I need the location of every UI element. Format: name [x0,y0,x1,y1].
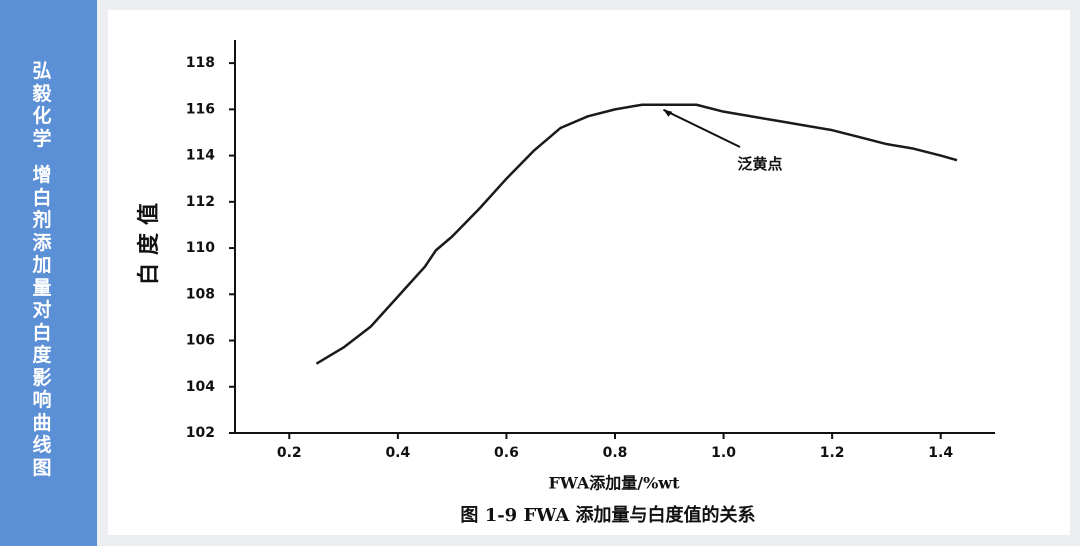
y-axis-label: 白度值 [136,195,162,285]
y-tick-label: 118 [186,55,215,71]
slide-title: 增白剂添加量对白度影响曲线图 [32,164,52,479]
chart-panel [108,10,1070,535]
y-tick-label: 110 [186,240,215,256]
x-tick-label: 1.4 [928,445,953,461]
x-tick-label: 0.4 [385,445,410,461]
y-tick-label: 114 [186,148,215,164]
y-tick-label: 112 [186,194,215,210]
x-tick-label: 0.2 [277,445,302,461]
y-tick-label: 104 [186,379,215,395]
x-tick-label: 0.8 [603,445,628,461]
y-tick-label: 116 [186,101,215,117]
arrow-head [663,109,673,117]
y-tick-label: 102 [186,425,215,441]
y-tick-label: 106 [186,333,215,349]
x-axis-label: FWA添加量/%wt [549,474,681,493]
x-tick-label: 1.2 [820,445,845,461]
x-tick-label: 1.0 [711,445,736,461]
brand: 弘毅化学 [32,60,52,150]
caption: 图 1-9 FWA 添加量与白度值的关系 [460,504,755,526]
sidebar: 弘毅化学 增白剂添加量对白度影响曲线图 [0,0,97,546]
annotation-arrow [662,108,741,148]
data-line [315,103,958,365]
y-tick-label: 108 [186,286,215,302]
x-tick-label: 0.6 [494,445,519,461]
annotation: 泛黄点 [737,155,782,173]
